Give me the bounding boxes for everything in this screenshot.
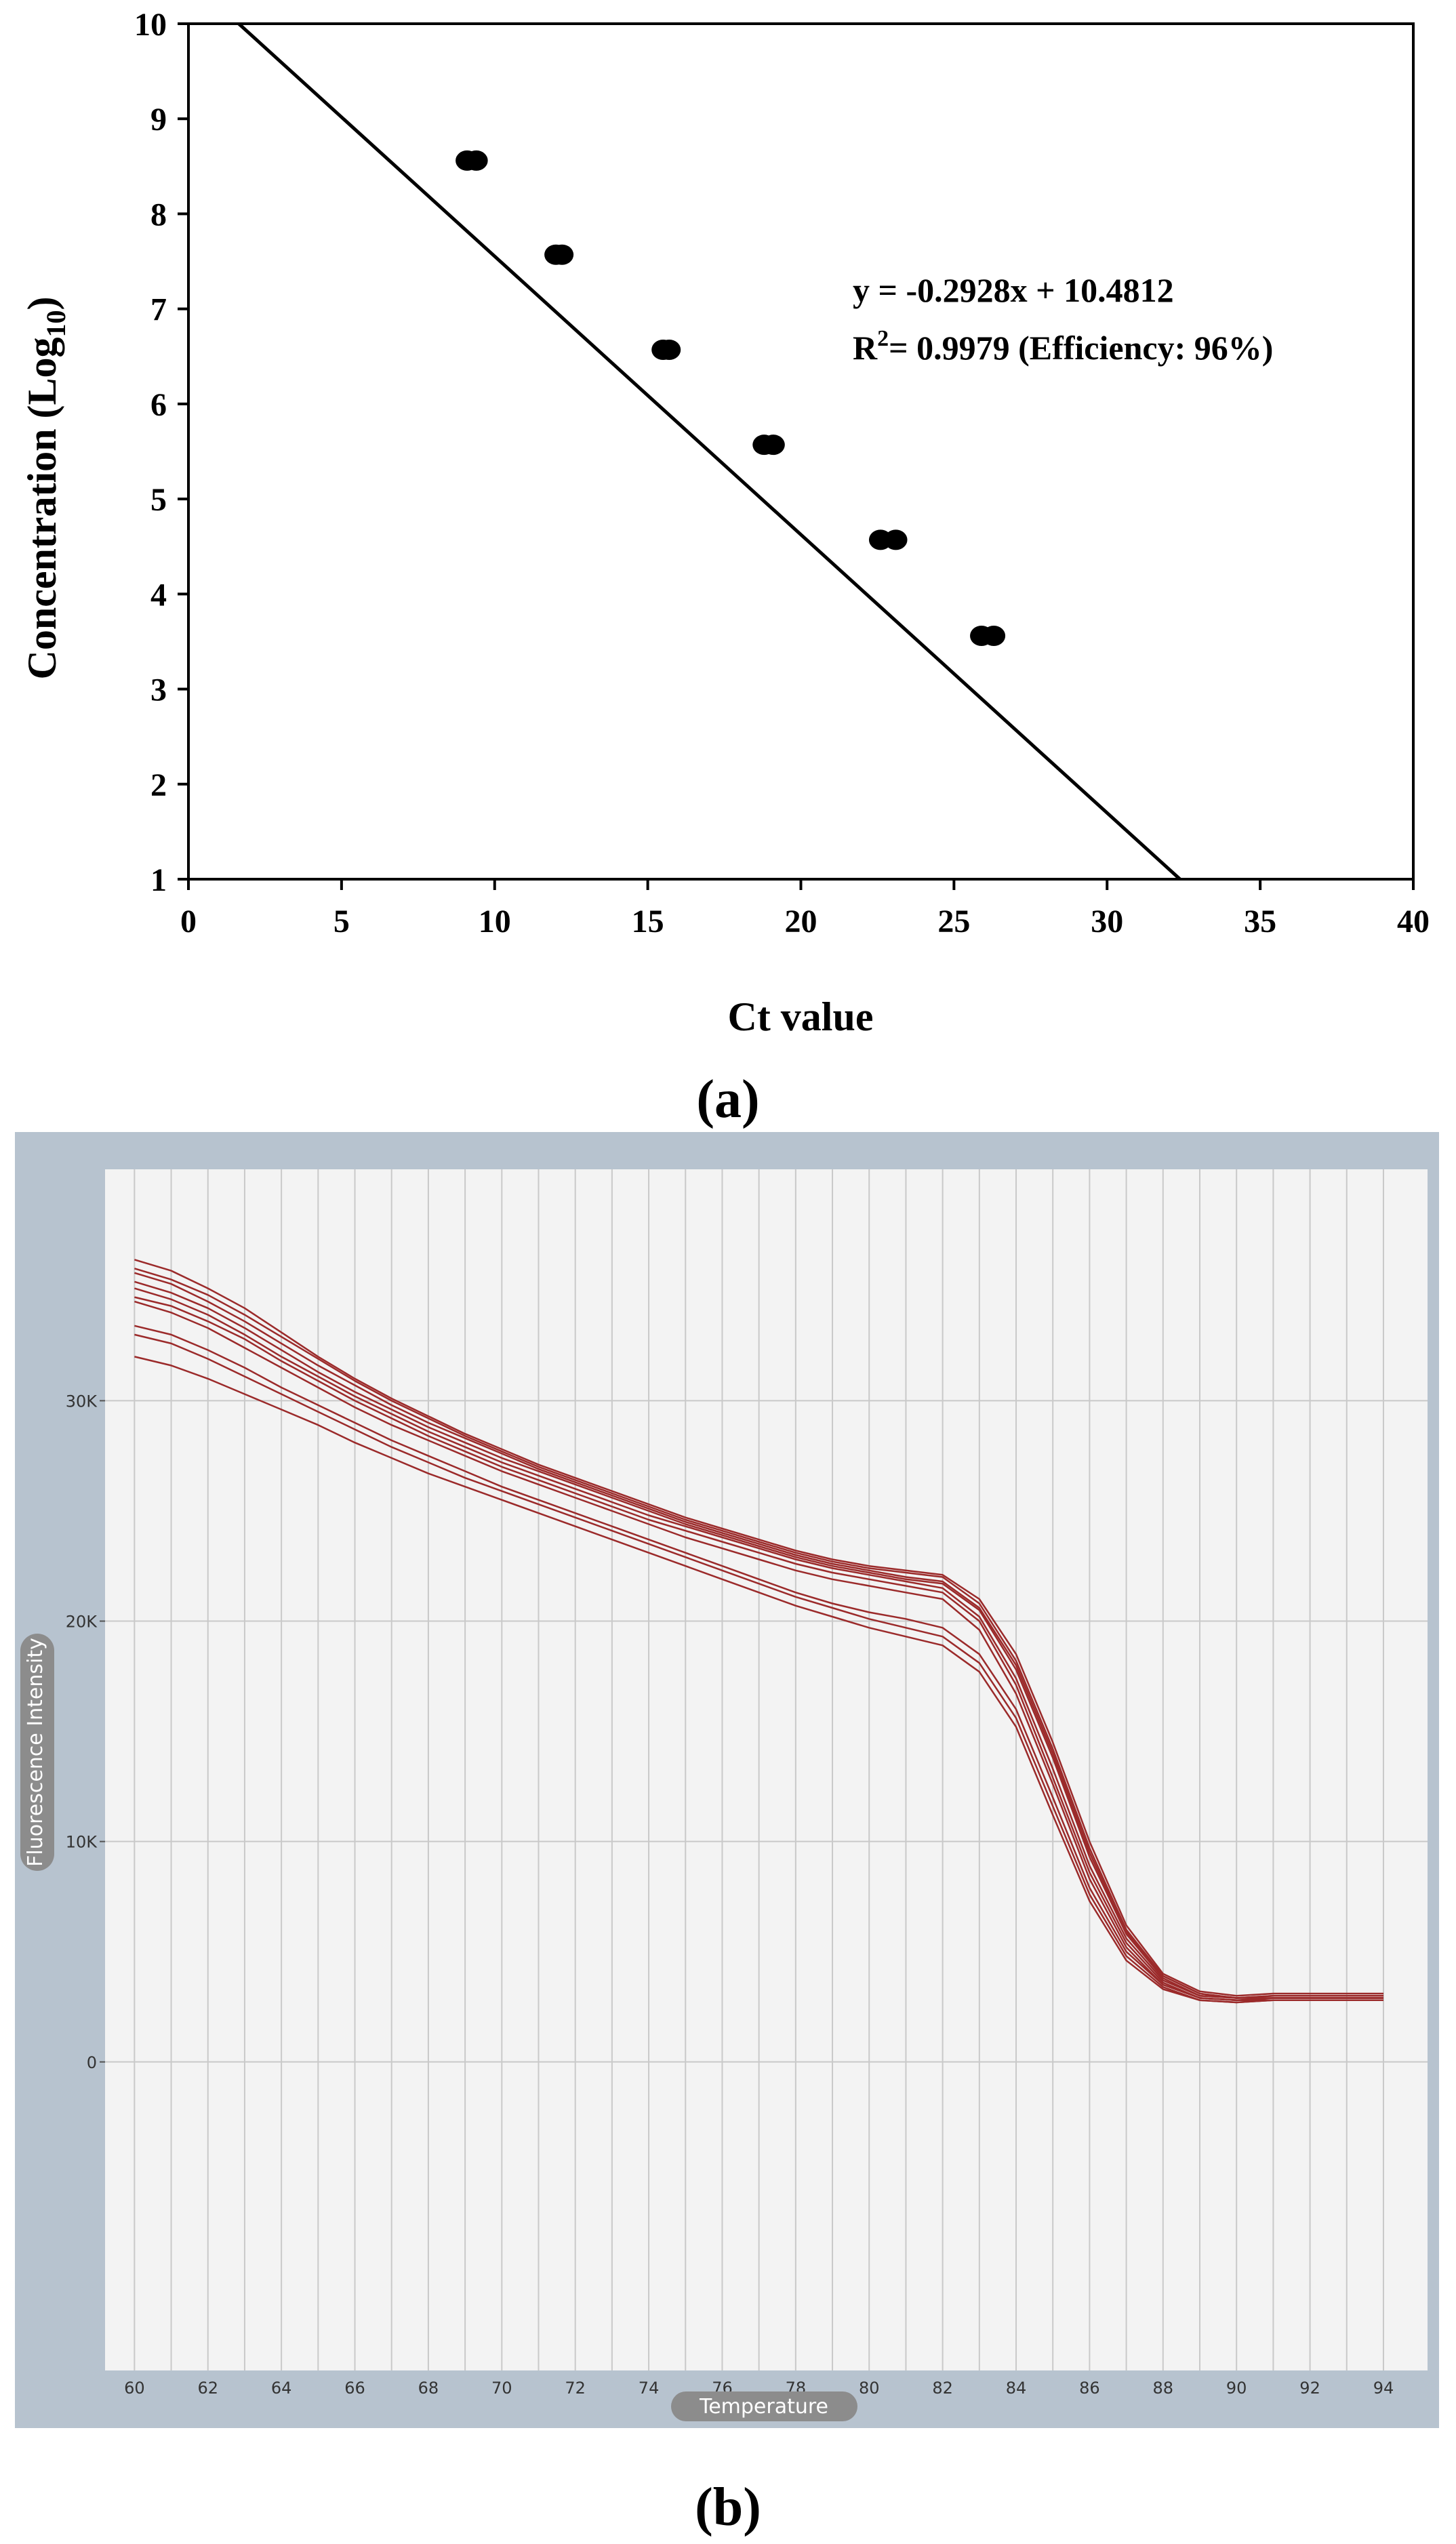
r-squared-superscript: 2 [877, 326, 889, 351]
melt-curve-line [134, 1325, 1383, 2002]
y-tick-label: 8 [150, 197, 167, 233]
standard-curve-panel: 0 5 10 15 20 25 30 35 40 1 2 3 4 5 6 7 8 9 10 Ct value Con… [0, 0, 1456, 1132]
panel-label-b-letter: b [713, 2478, 744, 2537]
data-point [884, 529, 908, 550]
x-tick-label: 86 [1079, 2379, 1100, 2398]
y-axis-label-main: Concentration (Log [20, 338, 64, 680]
x-tick-label: 94 [1373, 2379, 1394, 2398]
y-tick-label: 4 [150, 577, 167, 613]
melt-curve-line [134, 1280, 1383, 1999]
melt-curve-line [134, 1333, 1383, 2004]
panel-label-a: (a) [696, 1070, 759, 1129]
data-point [550, 244, 574, 265]
y-axis-pill: Fluorescence Intensity [20, 1634, 54, 1871]
x-tick-label: 64 [271, 2379, 292, 2398]
x-tick-label: 5 [333, 904, 350, 940]
x-tick-label: 62 [197, 2379, 218, 2398]
data-point [982, 626, 1006, 647]
y-tick-label: 3 [150, 672, 167, 708]
y-tick-label: 10K [66, 1833, 98, 1852]
y-tick-label: 30K [66, 1392, 98, 1411]
x-tick-label: 88 [1153, 2379, 1174, 2398]
x-tick-label: 40 [1397, 904, 1430, 940]
y-tick-label: 9 [150, 102, 167, 138]
x-tick-label: 82 [932, 2379, 953, 2398]
panel-label-a-letter: a [714, 1070, 742, 1129]
x-axis-label: Temperature [699, 2395, 828, 2419]
x-tick-label: 0 [180, 904, 197, 940]
x-tick-label: 60 [124, 2379, 145, 2398]
x-axis-pill: Temperature [671, 2391, 857, 2421]
y-tick-label: 10 [134, 7, 167, 43]
melt-curve-line [134, 1259, 1383, 1997]
y-axis-label: Concentration (Log10) [20, 297, 71, 680]
melt-curve-line [134, 1272, 1383, 1999]
x-tick-label: 20 [785, 904, 817, 940]
x-tick-label: 15 [632, 904, 664, 940]
x-axis-label: Ct value [728, 994, 874, 1039]
x-tick-label: 72 [565, 2379, 586, 2398]
y-tick-label: 0 [87, 2053, 97, 2072]
y-axis-label-close: ) [20, 297, 64, 310]
y-axis-label: Fluorescence Intensity [24, 1638, 47, 1867]
x-tick-label: 70 [491, 2379, 512, 2398]
r-squared-label: R2= 0.9979 (Efficiency: 96%) [853, 326, 1273, 367]
x-tick-label: 25 [937, 904, 970, 940]
x-tick-label: 35 [1244, 904, 1276, 940]
x-tick-label: 30 [1091, 904, 1123, 940]
melt-curve-panel: 0 10K 20K 30K 60 62 64 66 68 70 72 74 76 78 80 82 84 86 88… [0, 1132, 1456, 2541]
x-tick-label: 90 [1226, 2379, 1247, 2398]
melt-curve-line [134, 1356, 1383, 2004]
data-point [761, 435, 785, 456]
y-tick-label: 5 [150, 482, 167, 518]
x-tick-label: 68 [418, 2379, 439, 2398]
data-point [464, 150, 488, 171]
trendline [237, 22, 1181, 881]
x-tick-label: 84 [1006, 2379, 1027, 2398]
x-tick-label: 92 [1299, 2379, 1320, 2398]
y-tick-label: 7 [150, 292, 167, 328]
x-tick-label: 10 [479, 904, 511, 940]
y-tick-label: 6 [150, 387, 167, 423]
x-tick-label: 66 [344, 2379, 365, 2398]
melt-curve-line [134, 1287, 1383, 1999]
y-axis-label-subscript: 10 [41, 310, 71, 338]
x-tick-label: 74 [639, 2379, 660, 2398]
r-squared-prefix: R [853, 329, 878, 367]
melt-curve-line [134, 1296, 1383, 2002]
x-tick-label: 80 [859, 2379, 880, 2398]
y-tick-label: 2 [150, 767, 167, 803]
panel-label-b: (b) [695, 2478, 761, 2537]
data-point [658, 339, 681, 360]
y-tick-label: 20K [66, 1613, 98, 1632]
trendline-equation: y = -0.2928x + 10.4812 [853, 271, 1174, 309]
standard-curve-chart: 0 5 10 15 20 25 30 35 40 1 2 3 4 5 6 7 8 9 10 Ct value Con… [20, 7, 1430, 1129]
plot-frame [187, 22, 1415, 881]
r-squared-value: = 0.9979 (Efficiency: 96%) [889, 329, 1273, 367]
y-tick-label: 1 [150, 862, 167, 898]
